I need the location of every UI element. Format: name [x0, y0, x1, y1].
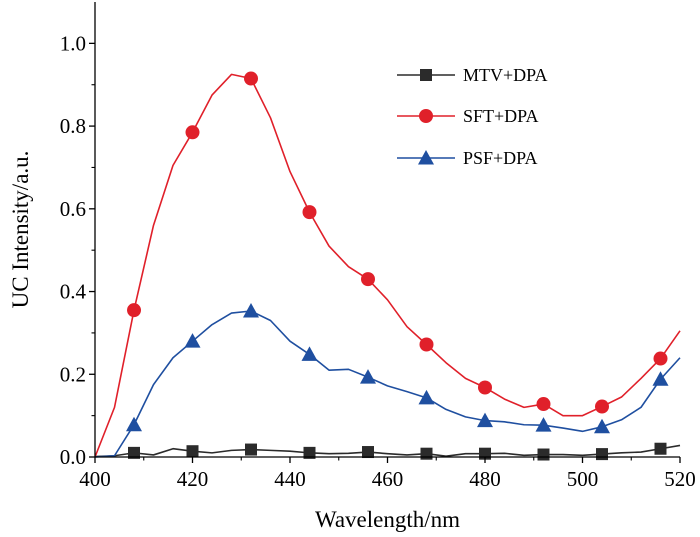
data-point — [361, 272, 375, 287]
data-point — [536, 397, 551, 412]
legend-entry: SFT+DPA — [397, 106, 539, 126]
x-tick-label: 500 — [567, 467, 599, 491]
data-point — [185, 125, 200, 140]
y-tick-label: 1.0 — [60, 31, 86, 55]
data-point — [654, 442, 667, 455]
x-tick-label: 440 — [274, 467, 306, 491]
data-point — [418, 389, 435, 405]
data-point — [596, 448, 608, 461]
legend-marker — [419, 109, 433, 123]
data-point — [362, 446, 374, 459]
legend-marker — [418, 150, 434, 165]
legend-label: PSF+DPA — [463, 148, 538, 168]
y-tick-label: 0.6 — [60, 197, 86, 221]
series-line — [94, 444, 681, 458]
series-sft-dpa — [94, 71, 681, 458]
x-tick-label: 460 — [372, 467, 404, 491]
y-tick-label: 0.4 — [60, 280, 87, 304]
legend-label: MTV+DPA — [463, 65, 548, 85]
legend: MTV+DPA SFT+DPA PSF+DPA — [397, 65, 548, 168]
data-point — [420, 447, 433, 460]
y-axis-title: UC Intensity/a.u. — [8, 151, 33, 309]
data-point — [595, 399, 609, 414]
y-tick-label: 0.0 — [60, 445, 86, 469]
data-point — [127, 303, 141, 318]
data-point — [360, 369, 376, 384]
data-point — [478, 380, 492, 395]
data-point — [537, 448, 550, 461]
x-tick-label: 400 — [79, 467, 111, 491]
data-point — [302, 205, 317, 220]
data-point — [594, 418, 610, 434]
series-line — [94, 310, 681, 458]
data-point — [186, 445, 199, 458]
series-psf-dpa — [94, 302, 681, 458]
y-tick-label: 0.8 — [60, 114, 86, 138]
legend-entry: PSF+DPA — [397, 148, 538, 168]
series-line — [94, 73, 681, 458]
data-point — [128, 446, 140, 459]
data-point — [535, 417, 552, 432]
data-point — [477, 412, 493, 428]
data-point — [303, 446, 316, 459]
legend-label: SFT+DPA — [463, 106, 539, 126]
axes: 400 420 440 460 480 500 520 0.0 0.2 0.4 0.6 0.8 1.0 W… — [8, 2, 696, 532]
data-point — [652, 371, 669, 386]
legend-marker — [420, 69, 432, 81]
data-point — [184, 333, 201, 348]
x-axis-title: Wavelength/nm — [315, 507, 460, 532]
data-point — [653, 351, 668, 366]
x-tick-label: 520 — [664, 467, 696, 491]
series-layer — [94, 71, 681, 461]
y-tick-label: 0.2 — [60, 362, 86, 386]
data-point — [301, 346, 318, 361]
x-tick-label: 480 — [469, 467, 501, 491]
data-point — [243, 302, 259, 318]
data-point — [244, 71, 258, 86]
data-point — [245, 443, 257, 456]
legend-entry: MTV+DPA — [397, 65, 548, 85]
x-tick-label: 420 — [177, 467, 209, 491]
data-point — [126, 416, 142, 432]
data-point — [419, 337, 434, 352]
